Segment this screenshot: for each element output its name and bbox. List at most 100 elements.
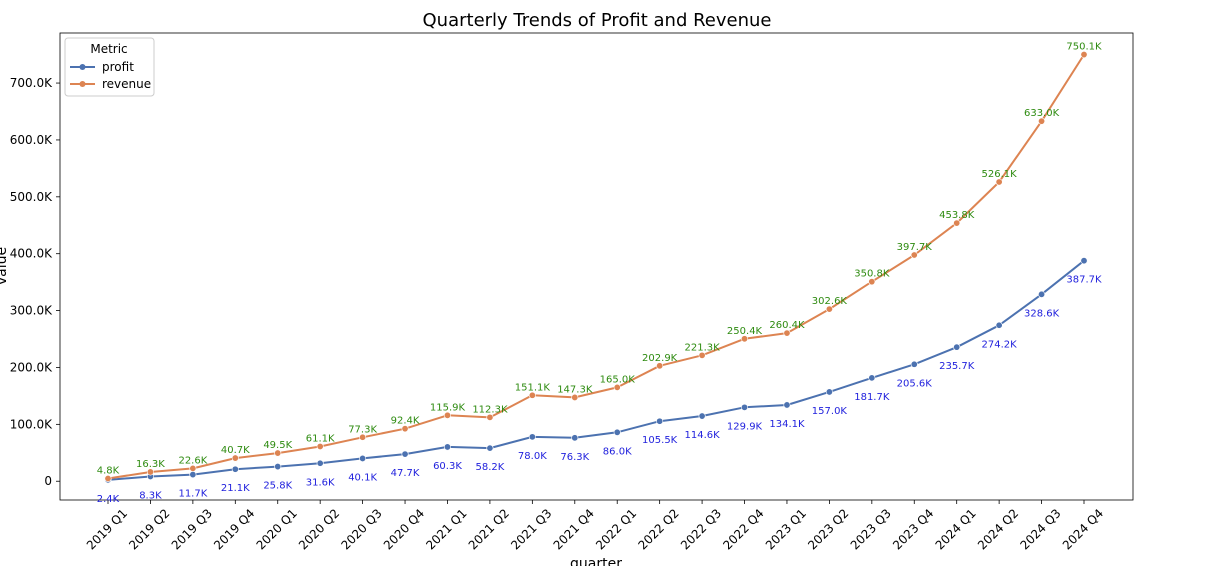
x-tick-label: 2019 Q3: [169, 506, 215, 552]
point-revenue: [741, 335, 749, 343]
data-label-revenue: 202.9K: [642, 353, 678, 364]
data-label-revenue: 92.4K: [391, 416, 420, 427]
point-revenue: [274, 449, 282, 457]
legend-marker-profit: [79, 64, 86, 70]
x-tick-label: 2020 Q3: [338, 506, 384, 552]
series-line-profit: [107, 259, 1085, 481]
point-profit: [189, 471, 197, 479]
point-profit: [741, 403, 749, 411]
chart-title: Quarterly Trends of Profit and Revenue: [423, 10, 772, 31]
x-tick-label: 2024 Q3: [1017, 506, 1063, 552]
data-label-revenue: 40.7K: [221, 445, 250, 456]
point-profit: [486, 444, 494, 452]
x-tick-label: 2022 Q1: [593, 506, 639, 552]
data-label-profit: 387.7K: [1066, 275, 1102, 286]
x-tick-label: 2023 Q1: [763, 506, 809, 552]
y-tick-label: 300.0K: [10, 304, 53, 318]
y-axis: 0 100.0K 200.0K 300.0K 400.0K 500.0K 600.0K 700…: [10, 76, 60, 488]
point-revenue: [231, 454, 239, 462]
y-tick-label: 400.0K: [10, 247, 53, 261]
data-label-revenue: 221.3K: [684, 342, 720, 353]
point-profit: [953, 343, 961, 351]
data-label-profit: 47.7K: [391, 468, 420, 479]
x-tick-label: 2021 Q1: [423, 506, 469, 552]
data-label-revenue: 49.5K: [263, 440, 292, 451]
data-label-profit: 58.2K: [475, 462, 504, 473]
x-tick-label: 2022 Q4: [720, 506, 766, 552]
point-revenue: [486, 413, 494, 421]
x-tick-label: 2021 Q4: [551, 506, 597, 552]
data-label-profit: 205.6K: [897, 378, 933, 389]
data-label-profit: 105.5K: [642, 435, 678, 446]
legend-label-revenue: revenue: [102, 77, 151, 91]
point-revenue: [783, 329, 791, 337]
data-label-revenue: 115.9K: [430, 402, 466, 413]
x-tick-label: 2020 Q2: [296, 506, 342, 552]
legend-title: Metric: [90, 42, 127, 56]
point-revenue: [104, 474, 112, 482]
point-revenue: [316, 442, 324, 450]
legend-box: [64, 37, 155, 97]
point-profit: [868, 374, 876, 382]
point-revenue: [1038, 117, 1046, 125]
point-profit: [401, 450, 409, 458]
data-label-profit: 274.2K: [982, 339, 1018, 350]
point-profit: [613, 428, 621, 436]
y-tick-label: 0: [44, 474, 52, 488]
point-profit: [995, 321, 1003, 329]
point-profit: [359, 454, 367, 462]
data-label-profit: 40.1K: [348, 472, 377, 483]
x-tick-label: 2023 Q3: [848, 506, 894, 552]
y-axis-label: value: [0, 247, 10, 285]
data-label-profit: 2.4K: [97, 494, 120, 505]
point-revenue: [443, 411, 451, 419]
data-label-revenue: 16.3K: [136, 459, 165, 470]
y-tick-label: 600.0K: [10, 133, 53, 147]
legend: Metric profit revenue: [64, 37, 155, 97]
point-profit: [656, 417, 664, 425]
data-label-revenue: 61.1K: [306, 433, 335, 444]
data-label-revenue: 77.3K: [348, 424, 377, 435]
data-label-revenue: 397.7K: [897, 242, 933, 253]
point-revenue: [571, 393, 579, 401]
point-revenue: [1080, 51, 1088, 59]
point-profit: [698, 412, 706, 420]
point-revenue: [189, 464, 197, 472]
point-revenue: [868, 278, 876, 286]
point-revenue: [698, 351, 706, 359]
data-label-revenue: 151.1K: [515, 382, 551, 393]
data-label-revenue: 350.8K: [854, 269, 890, 280]
data-label-revenue: 147.3K: [557, 384, 593, 395]
x-tick-label: 2024 Q4: [1060, 506, 1106, 552]
x-tick-label: 2024 Q1: [933, 506, 979, 552]
point-profit: [1038, 290, 1046, 298]
data-label-profit: 11.7K: [178, 489, 207, 500]
point-profit: [528, 433, 536, 441]
point-revenue: [910, 251, 918, 259]
data-label-profit: 31.6K: [306, 477, 335, 488]
point-revenue: [528, 391, 536, 399]
point-revenue: [613, 383, 621, 391]
data-label-profit: 114.6K: [684, 430, 720, 441]
data-label-revenue: 453.8K: [939, 210, 975, 221]
data-label-revenue: 112.3K: [472, 404, 508, 415]
data-label-revenue: 750.1K: [1066, 42, 1102, 53]
point-revenue: [359, 433, 367, 441]
data-label-revenue: 250.4K: [727, 326, 763, 337]
point-profit: [910, 360, 918, 368]
point-profit: [231, 465, 239, 473]
x-tick-label: 2022 Q2: [636, 506, 682, 552]
data-label-revenue: 633.0K: [1024, 108, 1060, 119]
data-label-revenue: 165.0K: [600, 374, 636, 385]
y-tick-label: 700.0K: [10, 76, 53, 90]
data-label-revenue: 260.4K: [769, 320, 805, 331]
data-label-profit: 78.0K: [518, 451, 547, 462]
point-profit: [443, 443, 451, 451]
data-label-profit: 8.3K: [139, 491, 162, 502]
x-tick-label: 2022 Q3: [678, 506, 724, 552]
data-label-profit: 129.9K: [727, 421, 763, 432]
point-revenue: [953, 219, 961, 227]
point-profit: [274, 463, 282, 471]
series-layer: [104, 51, 1088, 484]
